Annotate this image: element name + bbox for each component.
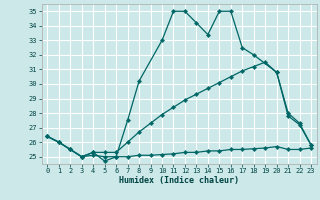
X-axis label: Humidex (Indice chaleur): Humidex (Indice chaleur) (119, 176, 239, 185)
